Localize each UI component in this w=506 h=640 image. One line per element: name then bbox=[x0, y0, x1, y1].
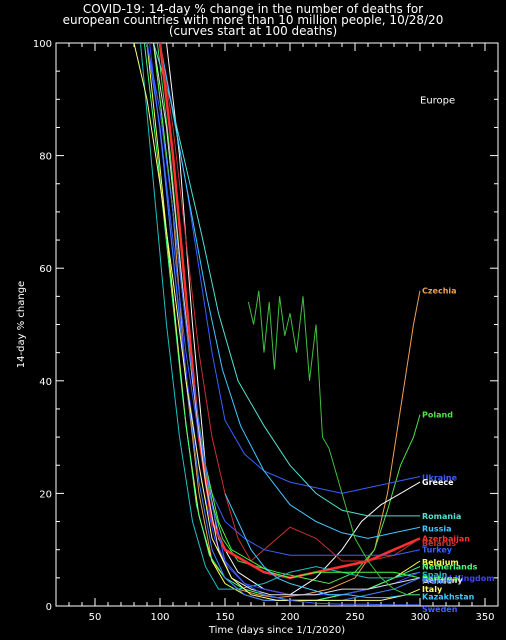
series-label: Azerbaijan bbox=[422, 534, 470, 543]
series-label: Poland bbox=[422, 411, 453, 420]
x-tick-label: 100 bbox=[150, 612, 169, 623]
series-label: Belarus bbox=[422, 539, 456, 548]
y-tick-label: 40 bbox=[39, 377, 52, 388]
series-line-portugal bbox=[153, 42, 421, 579]
y-tick-label: 80 bbox=[39, 152, 52, 163]
x-tick-label: 250 bbox=[345, 612, 364, 623]
x-tick-label: 350 bbox=[475, 612, 494, 623]
chart-title-line: (curves start at 100 deaths) bbox=[169, 24, 337, 38]
series-label: Czechia bbox=[422, 287, 457, 296]
series-line-united-kingdom bbox=[149, 42, 421, 596]
x-tick-label: 200 bbox=[280, 612, 299, 623]
series-line-romania bbox=[153, 42, 420, 517]
y-tick-label: 0 bbox=[46, 602, 52, 613]
region-annotation: Europe bbox=[420, 95, 455, 106]
series-lines bbox=[133, 42, 421, 606]
series-line-italy bbox=[133, 42, 421, 601]
series-label: Spain bbox=[422, 570, 448, 579]
series-line-germany bbox=[153, 42, 421, 596]
series-line-kazakhstan bbox=[224, 493, 420, 599]
chart-title-line: COVID-19: 14-day % change in the number … bbox=[83, 2, 423, 16]
series-label: Belgium bbox=[422, 558, 459, 567]
chart-title: COVID-19: 14-day % change in the number … bbox=[63, 2, 444, 38]
series-label: Turkey bbox=[422, 546, 453, 555]
series-label: Portugal bbox=[422, 574, 461, 583]
x-tick-label: 150 bbox=[215, 612, 234, 623]
series-label: Romania bbox=[422, 512, 461, 521]
series-label: Greece bbox=[422, 478, 454, 487]
series-label: Sweden bbox=[422, 605, 458, 614]
x-tick-label: 50 bbox=[89, 612, 102, 623]
y-tick-label: 60 bbox=[39, 264, 52, 275]
plot-frame bbox=[55, 42, 499, 607]
series-label: Ukraine bbox=[422, 474, 458, 483]
series-line-unlabeled bbox=[247, 290, 420, 596]
chart-title-line: european countries with more than 10 mil… bbox=[63, 13, 444, 27]
series-label: Italy bbox=[422, 585, 443, 594]
x-tick-label: 300 bbox=[410, 612, 429, 623]
series-line-sweden bbox=[146, 42, 420, 606]
y-tick-label: 100 bbox=[33, 39, 52, 50]
series-label: Russia bbox=[422, 524, 452, 533]
series-label: Germany bbox=[422, 576, 463, 585]
series-label: France bbox=[422, 577, 453, 586]
y-tick-label: 20 bbox=[39, 489, 52, 500]
y-axis-label: 14-day % change bbox=[16, 281, 27, 368]
series-line-turkey bbox=[146, 42, 421, 556]
series-line-czechia bbox=[153, 42, 421, 599]
series-label: Netherlands bbox=[422, 563, 478, 572]
series-line-russia bbox=[159, 42, 421, 539]
series-label: United Kingdom bbox=[422, 574, 495, 583]
series-label: Kazakhstan bbox=[422, 592, 475, 601]
axis-ticks: 50 100 150 200 250 300 350 0 20 40 60 80 100 bbox=[33, 39, 498, 623]
x-axis-label: Time (days since 1/1/2020) bbox=[208, 625, 345, 636]
series-line-azerbaijan bbox=[158, 42, 421, 580]
